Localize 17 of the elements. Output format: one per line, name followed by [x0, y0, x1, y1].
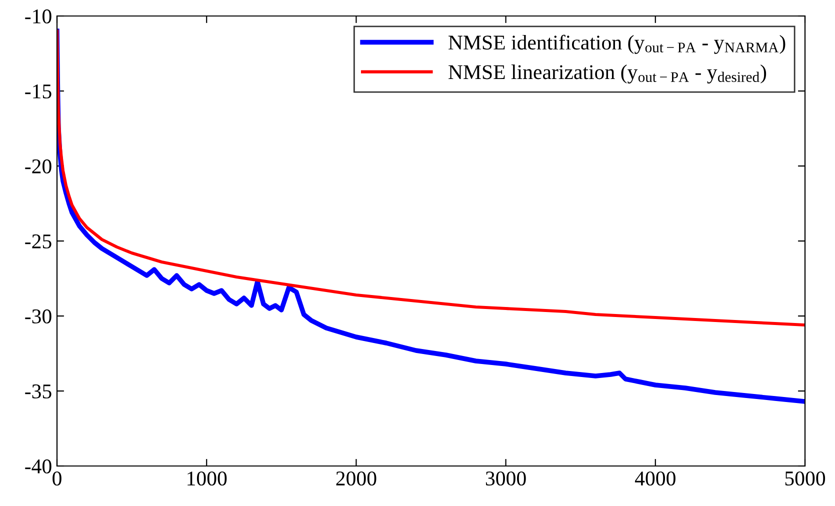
- x-tick-label: 5000: [785, 471, 826, 486]
- x-tick-label: 2000: [336, 471, 376, 486]
- line-series: [57, 29, 805, 327]
- y-tick-label: -10: [25, 9, 52, 24]
- legend-label: NMSE identification (y$_{out−PA}$ - y$_{NARMA}$): [448, 34, 786, 54]
- x-tick-label: 4000: [634, 471, 676, 486]
- y-tick-label: -15: [25, 84, 52, 98]
- line-series: [57, 28, 805, 404]
- y-tick-label: -25: [25, 234, 52, 248]
- x-tick-label: 3000: [486, 471, 526, 486]
- x-tick-label: 0: [52, 471, 62, 486]
- y-tick-label: -20: [25, 159, 52, 174]
- legend-label: NMSE linearization (y$_{out−PA}$ - y$_{desired}$): [448, 64, 766, 84]
- y-tick-label: -40: [25, 459, 52, 474]
- y-tick-label: -30: [25, 309, 52, 324]
- x-tick-label: 1000: [188, 471, 227, 486]
- y-tick-label: -35: [25, 384, 52, 398]
